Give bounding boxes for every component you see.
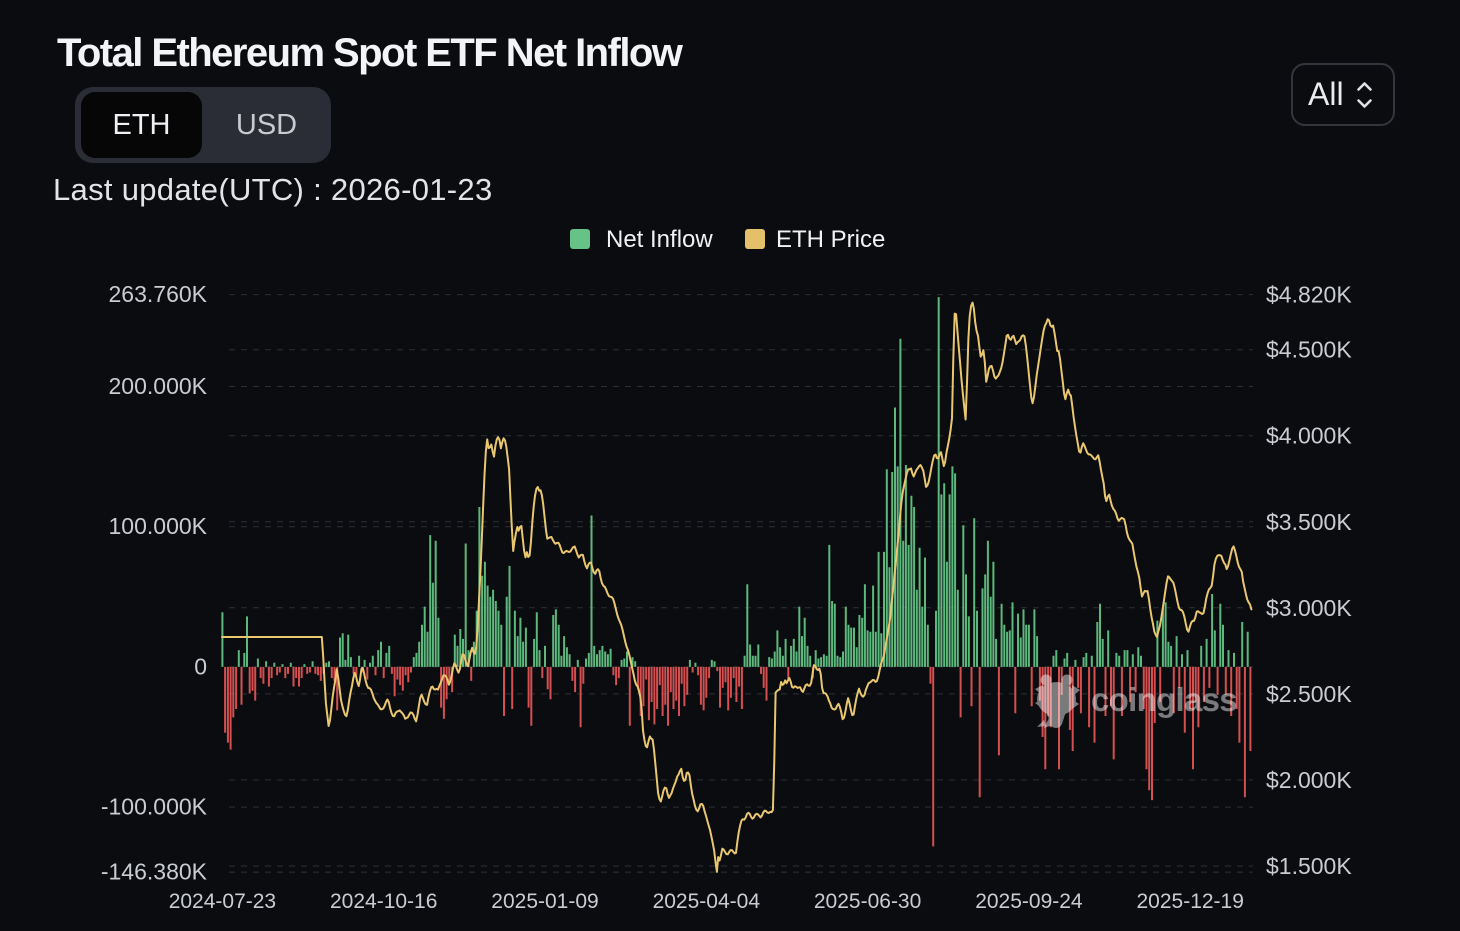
svg-text:2025-04-04: 2025-04-04 — [653, 890, 761, 913]
svg-text:$1.500K: $1.500K — [1266, 853, 1352, 879]
svg-text:263.760K: 263.760K — [109, 281, 208, 307]
svg-text:$4.000K: $4.000K — [1266, 423, 1352, 449]
svg-text:$4.500K: $4.500K — [1266, 337, 1352, 363]
svg-text:$2.000K: $2.000K — [1266, 767, 1352, 793]
svg-text:$2.500K: $2.500K — [1266, 681, 1352, 707]
svg-text:100.000K: 100.000K — [109, 513, 208, 539]
svg-text:2025-06-30: 2025-06-30 — [814, 890, 921, 913]
svg-text:-146.380K: -146.380K — [101, 859, 208, 885]
svg-text:ETH Price: ETH Price — [776, 227, 885, 253]
svg-text:Net Inflow: Net Inflow — [606, 227, 713, 253]
svg-text:2025-12-19: 2025-12-19 — [1136, 890, 1243, 913]
svg-text:2025-09-24: 2025-09-24 — [975, 890, 1083, 913]
svg-text:0: 0 — [194, 653, 207, 679]
svg-text:2024-07-23: 2024-07-23 — [169, 890, 276, 913]
svg-text:$3.000K: $3.000K — [1266, 595, 1352, 621]
svg-text:coinglass: coinglass — [1091, 681, 1237, 718]
svg-text:200.000K: 200.000K — [109, 373, 208, 399]
svg-text:-100.000K: -100.000K — [101, 794, 208, 820]
svg-text:$3.500K: $3.500K — [1266, 509, 1352, 535]
svg-text:$4.820K: $4.820K — [1266, 282, 1352, 308]
svg-text:2024-10-16: 2024-10-16 — [330, 890, 437, 913]
svg-text:2025-01-09: 2025-01-09 — [491, 890, 598, 913]
